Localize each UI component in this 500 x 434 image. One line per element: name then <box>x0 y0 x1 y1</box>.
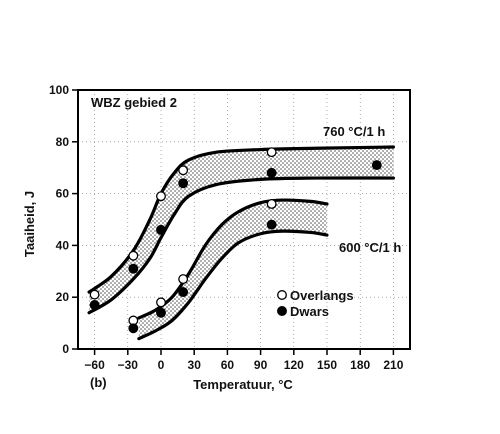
x-tick-label: 180 <box>350 358 370 372</box>
x-tick-label: 150 <box>317 358 337 372</box>
x-tick-label: 60 <box>221 358 235 372</box>
point-dwars <box>266 167 277 178</box>
legend-marker-filled-circle <box>277 306 287 316</box>
legend: Overlangs Dwars <box>277 288 354 319</box>
point-overlangs <box>89 289 100 300</box>
y-tick-label: 0 <box>62 342 69 356</box>
point-overlangs <box>266 199 277 209</box>
point-overlangs <box>156 297 166 308</box>
band-upper-curve-1 <box>137 198 329 320</box>
point-dwars <box>128 263 139 274</box>
y-tick-label: 80 <box>56 135 70 149</box>
point-overlangs <box>156 191 166 202</box>
y-tick-label: 100 <box>49 83 69 97</box>
point-overlangs <box>266 147 277 158</box>
point-overlangs <box>178 165 189 176</box>
x-axis-title: Temperatuur, °C <box>193 377 293 392</box>
legend-label-overlangs: Overlangs <box>290 288 354 303</box>
y-axis-title: Taaiheid, J <box>22 191 37 257</box>
point-dwars <box>156 224 166 235</box>
band-label-760: 760 °C/1 h <box>323 124 385 139</box>
plot-frame <box>77 89 411 350</box>
point-dwars <box>178 287 189 297</box>
data-points <box>89 147 382 334</box>
legend-marker-open-circle <box>277 290 287 300</box>
x-tick-label: 90 <box>254 358 268 372</box>
x-tick-label: −60 <box>84 358 105 372</box>
band-upper-curve-0 <box>87 145 395 294</box>
bands <box>87 145 395 341</box>
y-tick-label: 60 <box>56 187 70 201</box>
band-lower-curve-1 <box>137 229 329 341</box>
legend-label-dwars: Dwars <box>290 304 329 319</box>
x-tick-label: −30 <box>118 358 139 372</box>
point-dwars <box>266 219 277 230</box>
point-dwars <box>89 300 100 310</box>
point-dwars <box>156 307 166 318</box>
x-tick-label: 210 <box>383 358 403 372</box>
x-tick-label: 30 <box>188 358 202 372</box>
y-tick-label: 40 <box>56 238 70 252</box>
zone-label: WBZ gebied 2 <box>91 95 177 110</box>
axis-ticks: 0 20 40 60 80 100 −60 −30 0 30 60 90 120 150 180 210 <box>49 83 404 372</box>
y-tick-label: 20 <box>56 290 70 304</box>
point-dwars <box>371 160 382 171</box>
band-lower-curve-0 <box>87 176 395 315</box>
grid <box>78 90 410 349</box>
point-overlangs <box>178 274 189 285</box>
band-label-600: 600 °C/1 h <box>339 240 401 255</box>
x-tick-label: 0 <box>158 358 165 372</box>
x-tick-label: 120 <box>284 358 304 372</box>
point-dwars <box>128 323 139 334</box>
panel-label: (b) <box>90 375 107 390</box>
point-dwars <box>178 178 189 189</box>
point-overlangs <box>128 250 139 261</box>
